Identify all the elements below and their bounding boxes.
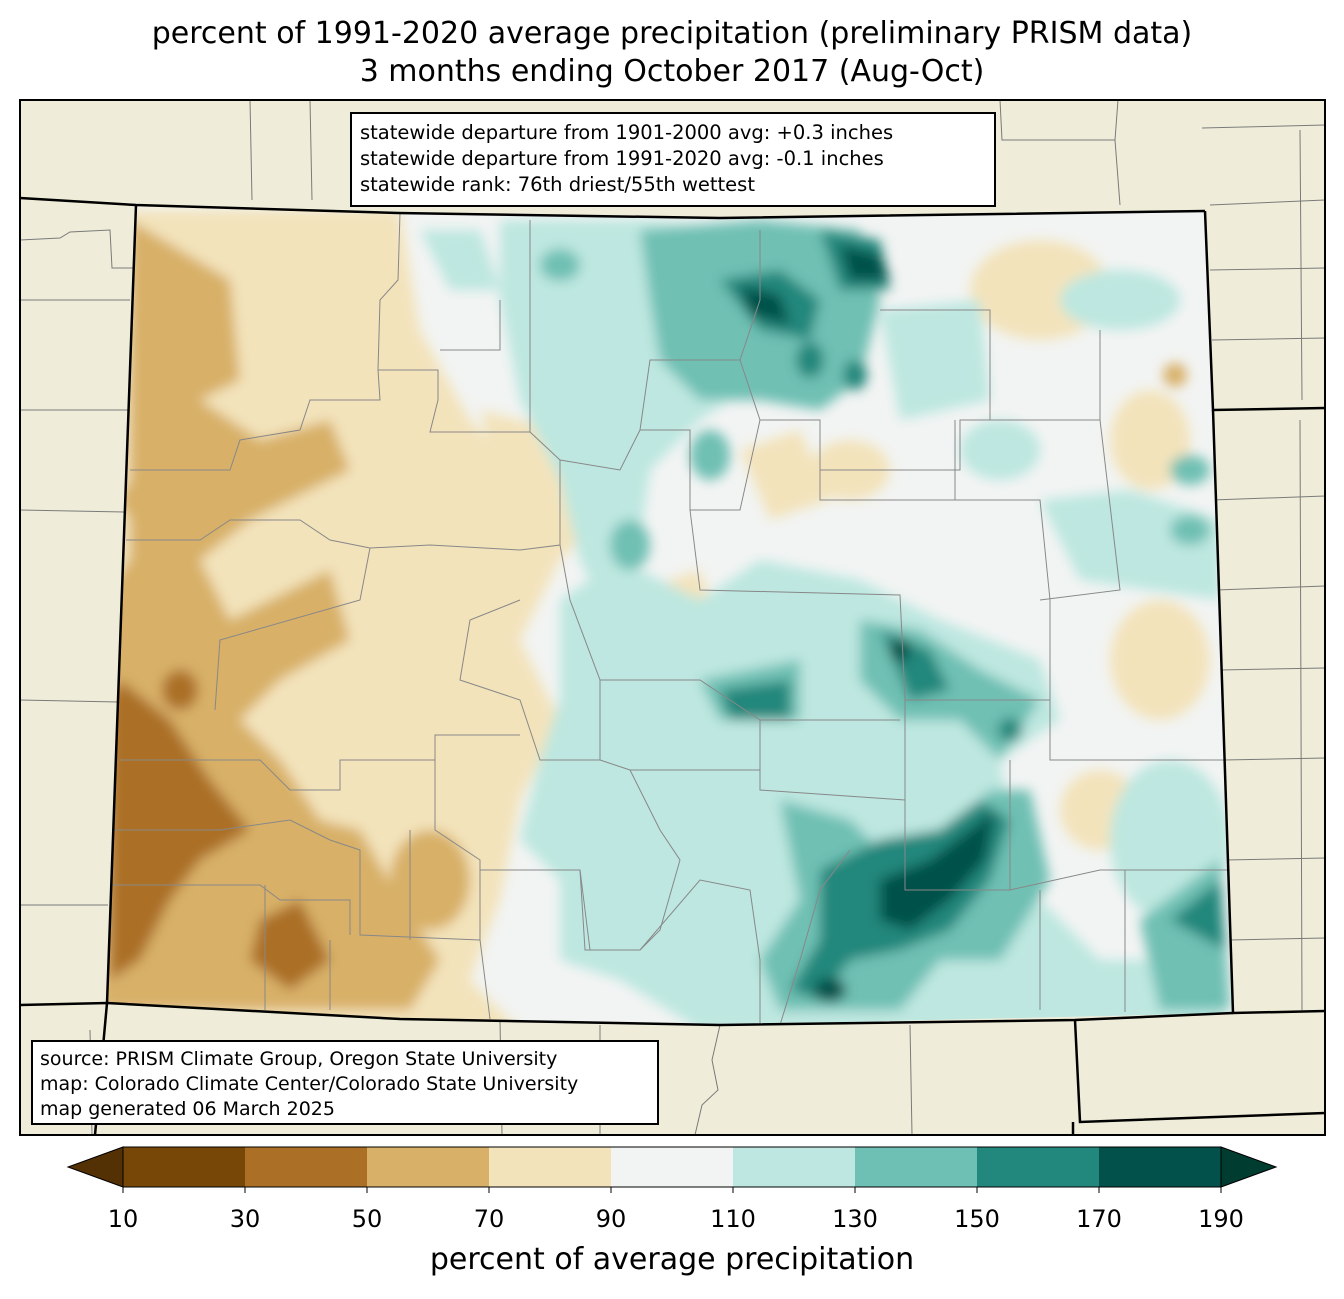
- precipitation-field: [107, 205, 1233, 1025]
- colorbar-segment: [733, 1147, 856, 1187]
- colorbar-segment: [123, 1147, 246, 1187]
- colorbar-tick-label: 110: [710, 1205, 756, 1233]
- colorbar-segment: [367, 1147, 490, 1187]
- source-line: source: PRISM Climate Group, Oregon Stat…: [40, 1048, 558, 1070]
- colorbar-tick-label: 70: [473, 1205, 505, 1233]
- colorbar-segment: [489, 1147, 612, 1187]
- colorbar-border: [122, 1146, 1222, 1188]
- colorbar-segment: [245, 1147, 368, 1187]
- generated-date-line: map generated 06 March 2025: [40, 1098, 335, 1120]
- colorbar-segment: [611, 1147, 734, 1187]
- colorbar-tick-label: 150: [954, 1205, 1000, 1233]
- stats-line-1900-avg: statewide departure from 1901-2000 avg: …: [360, 121, 894, 144]
- map-credit-line: map: Colorado Climate Center/Colorado St…: [40, 1073, 579, 1095]
- colorbar-tick-label: 30: [229, 1205, 261, 1233]
- colorbar-label: percent of average precipitation: [429, 1242, 915, 1277]
- colorbar-over-arrow: [1220, 1146, 1278, 1188]
- county-lines: [110, 212, 1230, 1025]
- stats-line-rank: statewide rank: 76th driest/55th wettest: [360, 173, 755, 196]
- colorbar-tick-label: 10: [107, 1205, 139, 1233]
- colorbar-tick-label: 170: [1076, 1205, 1122, 1233]
- colorbar-tick-label: 90: [595, 1205, 627, 1233]
- colorbar-tick-label: 130: [832, 1205, 878, 1233]
- map-title-line2: 3 months ending October 2017 (Aug-Oct): [359, 54, 985, 89]
- colorbar-segment: [977, 1147, 1100, 1187]
- colorbar-segment: [855, 1147, 978, 1187]
- source-box: source: PRISM Climate Group, Oregon Stat…: [31, 1040, 659, 1125]
- neighbor-county-lines: [20, 100, 1325, 1135]
- map-title-line1: percent of 1991-2020 average precipitati…: [151, 16, 1193, 51]
- colorbar-tick-label: 50: [351, 1205, 383, 1233]
- colorbar-tick-label: 190: [1198, 1205, 1244, 1233]
- colorbar-segment: [1099, 1147, 1222, 1187]
- stats-line-1991-avg: statewide departure from 1991-2020 avg: …: [360, 147, 884, 170]
- colorbar-under-arrow: [66, 1146, 124, 1188]
- statewide-stats-box: statewide departure from 1901-2000 avg: …: [350, 112, 996, 207]
- map-frame: [19, 99, 1326, 1136]
- colorbar: [66, 1146, 1278, 1193]
